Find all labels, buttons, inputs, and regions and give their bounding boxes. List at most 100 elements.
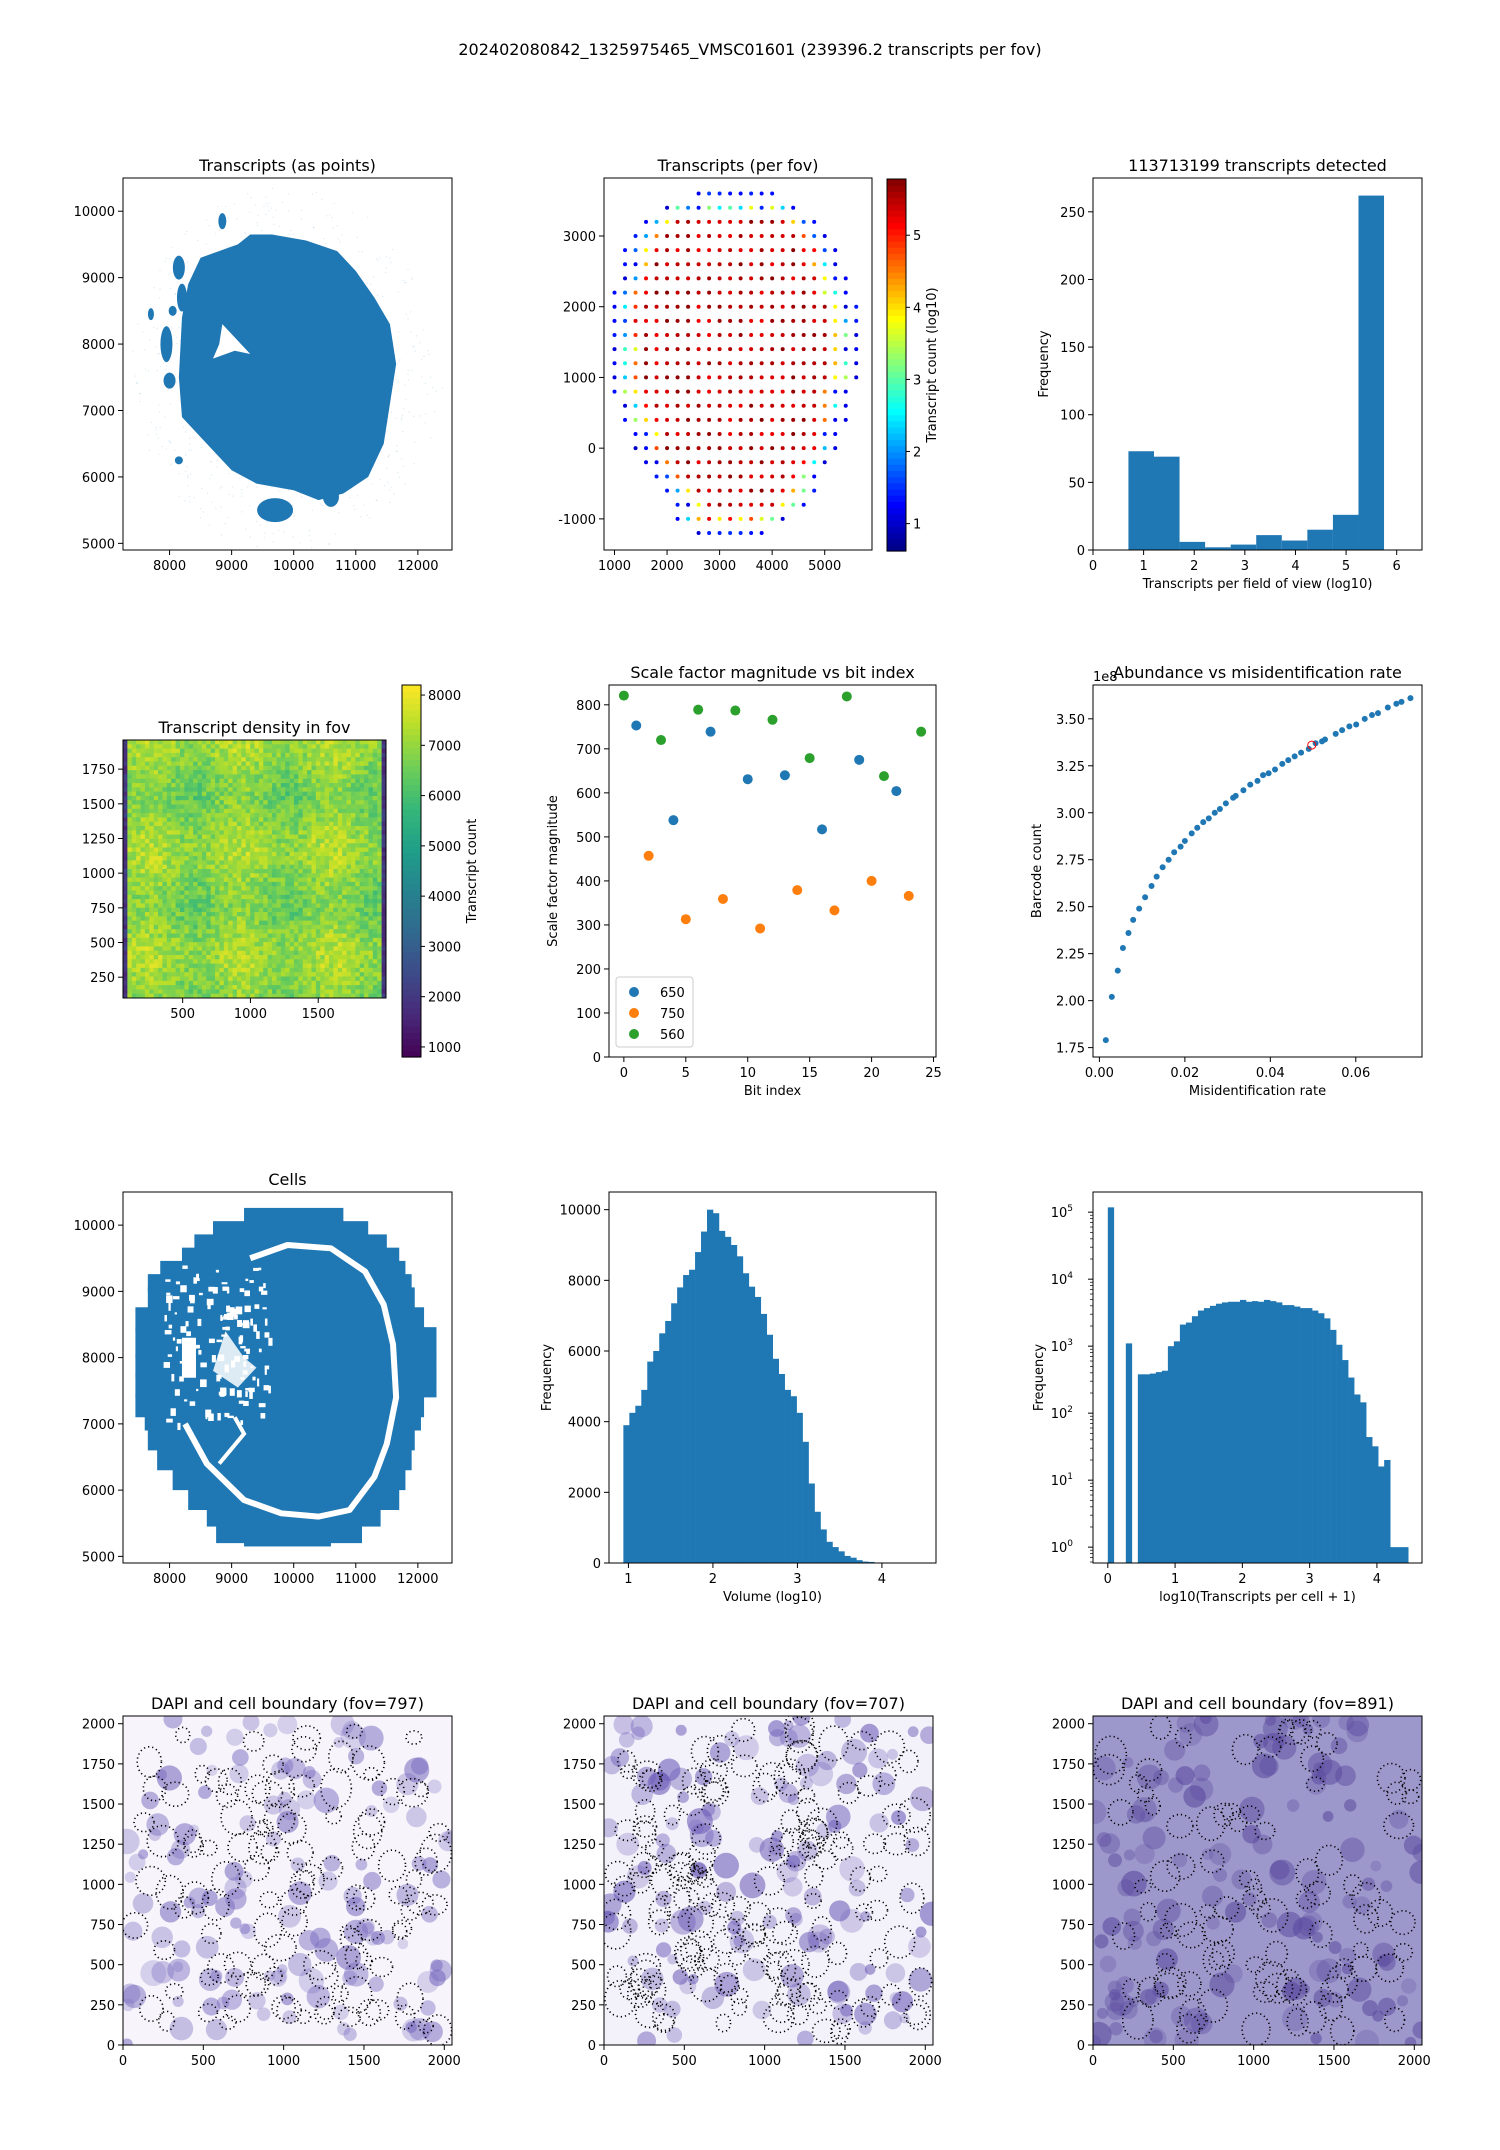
density-cell [302, 757, 308, 762]
density-cell [337, 821, 343, 827]
density-cell [359, 942, 365, 947]
density-cell [206, 886, 212, 891]
density-cell [158, 980, 163, 986]
density-cell [193, 980, 199, 986]
density-cell [372, 864, 378, 870]
density-cell [289, 890, 295, 896]
density-cell [337, 937, 343, 943]
density-cell [158, 937, 163, 943]
fov-point [822, 248, 827, 253]
density-cell [188, 916, 194, 922]
fov-point [686, 389, 691, 394]
density-cell [162, 881, 168, 887]
density-cell [241, 770, 247, 775]
density-cell [193, 993, 199, 998]
density-cell [372, 877, 378, 883]
density-cell [232, 907, 238, 913]
density-cell [350, 985, 356, 990]
density-cell [311, 826, 317, 831]
density-cell [197, 916, 203, 922]
transcript-point [176, 342, 178, 345]
density-cell [140, 967, 146, 973]
density-cell [368, 774, 374, 780]
density-cell [289, 976, 295, 982]
density-cell [140, 770, 146, 775]
density-cell [324, 950, 330, 956]
colorbar-segment [887, 321, 906, 329]
density-cell [131, 950, 137, 956]
density-cell [215, 985, 220, 990]
density-cell [368, 834, 374, 840]
density-cell [184, 761, 190, 767]
density-cell [359, 963, 365, 969]
transcript-point [333, 202, 336, 205]
density-cell [333, 959, 339, 965]
fov-point [801, 248, 806, 253]
density-cell [193, 946, 199, 952]
density-cell [136, 821, 142, 827]
density-cell [149, 838, 155, 844]
density-cell [215, 830, 220, 836]
density-cell [171, 955, 177, 960]
density-cell [258, 985, 264, 990]
density-cell [293, 813, 299, 818]
density-cell [127, 924, 133, 930]
density-cell [350, 894, 356, 900]
density-cell [276, 787, 282, 793]
density-cell [267, 985, 273, 990]
density-cell [201, 873, 207, 879]
abundance-point [1108, 993, 1115, 1000]
density-cell [276, 860, 282, 866]
density-cell [368, 770, 374, 775]
density-cell [158, 967, 163, 973]
density-cell [350, 787, 356, 793]
density-cell [337, 929, 343, 934]
density-cell [329, 903, 334, 909]
density-cell [298, 821, 304, 827]
density-cell [193, 924, 199, 930]
colorbar-segment [402, 740, 421, 748]
density-cell [197, 770, 203, 775]
colorbar-segment [402, 802, 421, 810]
y-tick-label: 200 [576, 963, 601, 978]
colorbar-segment [887, 513, 906, 521]
density-cell [215, 838, 220, 844]
density-cell [228, 972, 234, 977]
density-cell [298, 886, 304, 891]
density-cell [276, 813, 282, 818]
fov-point [728, 531, 733, 536]
density-cell [320, 813, 326, 818]
fov-point [801, 375, 806, 380]
density-cell [175, 804, 181, 810]
density-cell [175, 770, 181, 775]
density-cell [302, 985, 308, 990]
scatter-point-560 [916, 726, 927, 737]
density-cell [302, 877, 308, 883]
density-cell [188, 976, 194, 982]
density-cell [272, 864, 277, 870]
density-cell [223, 933, 229, 939]
density-cell [254, 778, 260, 784]
y-tick-label: -1000 [558, 513, 596, 528]
fov-point [770, 432, 775, 437]
density-cell [123, 877, 128, 883]
fov-point [707, 304, 712, 309]
density-cell [377, 774, 383, 780]
density-cell [223, 985, 229, 990]
density-cell [337, 955, 343, 960]
density-cell [193, 804, 199, 810]
abundance-point [1136, 905, 1143, 912]
density-cell [315, 843, 321, 848]
density-cell [215, 929, 220, 934]
fov-point [770, 191, 775, 196]
density-cell [320, 985, 326, 990]
density-cell [236, 972, 242, 977]
density-cell [223, 830, 229, 836]
density-cell [171, 830, 177, 836]
density-cell [359, 946, 365, 952]
density-cell [232, 752, 238, 758]
density-cell [206, 907, 212, 913]
density-cell [263, 894, 269, 900]
density-cell [219, 838, 225, 844]
density-cell [381, 800, 386, 805]
